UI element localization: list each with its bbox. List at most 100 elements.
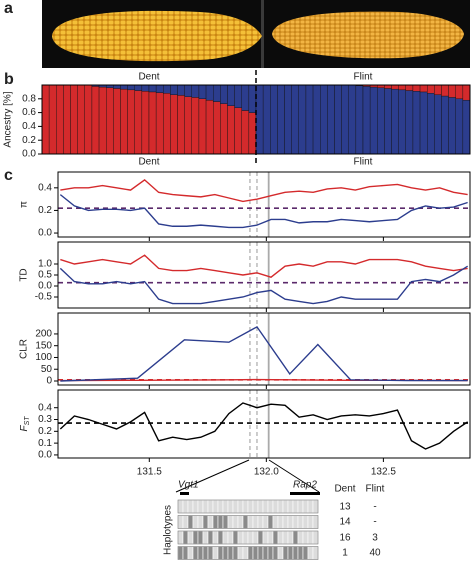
haplotype-row — [177, 530, 319, 545]
bar-segment — [84, 84, 93, 155]
haplotype-cell — [197, 530, 204, 545]
column-header: Dent — [334, 484, 355, 495]
line-series — [60, 179, 468, 203]
bar-segment — [270, 84, 278, 155]
column-header: Flint — [366, 484, 385, 495]
haplotype-cell — [242, 546, 249, 560]
count: 16 — [339, 533, 351, 544]
bar-segment — [241, 110, 250, 155]
y-tick-label: 0.6 — [22, 107, 36, 118]
haplotypes-label: Haplotypes — [163, 505, 174, 555]
haplotype-cell — [277, 530, 284, 545]
bar-segment — [205, 84, 214, 101]
bar-segment — [455, 98, 464, 155]
haplotype-cell — [262, 546, 269, 560]
haplotype-cell — [192, 530, 199, 545]
bar-segment — [305, 84, 314, 155]
zoom-line — [268, 459, 320, 493]
bar-segment — [355, 85, 364, 155]
bar-segment — [448, 84, 456, 98]
bar-segment — [134, 90, 143, 155]
haplotype-cell — [182, 499, 189, 514]
haplotype-cell — [247, 530, 254, 545]
bar-segment — [341, 84, 349, 155]
haplotype-cell — [302, 499, 309, 514]
haplotype-cell — [222, 530, 229, 545]
haplotype-cell — [182, 530, 189, 545]
y-axis-title-main: F — [19, 425, 30, 432]
haplotype-cell — [232, 499, 239, 514]
bar-segment — [312, 84, 321, 155]
haplotype-cell — [267, 515, 274, 529]
bar-segment — [462, 99, 471, 155]
haplotype-cell — [287, 530, 294, 545]
corn-photos — [42, 0, 470, 68]
haplotype-cell — [267, 546, 274, 560]
haplotype-row — [177, 499, 319, 514]
haplotype-grid — [177, 499, 319, 560]
haplotype-cell — [217, 515, 224, 529]
haplotype-cell — [232, 546, 239, 560]
bar-segment — [327, 84, 335, 155]
x-tick-label: 132.5 — [371, 467, 396, 478]
bar-segment — [405, 84, 414, 91]
y-tick-label: 50 — [41, 364, 53, 375]
bar-segment — [155, 92, 164, 155]
y-tick-label: 0.0 — [38, 450, 52, 461]
bar-segment — [148, 91, 157, 155]
bar-segment — [184, 84, 193, 97]
haplotype-cell — [282, 515, 289, 529]
haplotype-cell — [267, 499, 274, 514]
haplotype-cell — [262, 499, 269, 514]
haplotype-cell — [312, 499, 319, 514]
bar-segment — [177, 84, 185, 96]
haplotype-cell — [272, 499, 279, 514]
bar-segment — [205, 99, 214, 155]
bar-segment — [155, 84, 164, 93]
y-tick-label: 0.0 — [38, 228, 52, 239]
bar-segment — [127, 89, 135, 155]
haplotype-cell — [207, 530, 214, 545]
bar-segment — [113, 84, 121, 89]
haplotype-cell — [227, 546, 234, 560]
y-tick-label: 0.5 — [38, 270, 52, 281]
haplotype-cell — [222, 546, 229, 560]
bar-segment — [105, 87, 114, 155]
haplotype-cell — [302, 546, 309, 560]
bar-segment — [184, 96, 193, 155]
haplotype-cell — [307, 546, 314, 560]
haplotype-cell — [217, 530, 224, 545]
bar-segment — [48, 84, 57, 155]
haplotype-cell — [297, 546, 304, 560]
haplotype-cell — [182, 515, 189, 529]
haplotype-cell — [197, 515, 204, 529]
bar-segment — [227, 105, 235, 155]
haplotype-cell — [202, 546, 209, 560]
haplotype-cell — [237, 515, 244, 529]
count: 1 — [342, 548, 348, 559]
haplotype-cell — [257, 530, 264, 545]
bar-segment — [241, 84, 250, 111]
y-tick-label: 0.0 — [38, 281, 52, 292]
haplotype-cell — [307, 530, 314, 545]
haplotype-cell — [247, 499, 254, 514]
haplotype-cell — [277, 546, 284, 560]
bar-segment — [198, 98, 207, 155]
haplotype-cell — [202, 530, 209, 545]
bar-segment — [98, 86, 107, 155]
haplotype-cell — [262, 530, 269, 545]
haplotype-cell — [187, 515, 194, 529]
haplotype-cell — [222, 515, 229, 529]
haplotype-cell — [212, 515, 219, 529]
haplotype-cell — [192, 499, 199, 514]
count: 13 — [339, 502, 351, 513]
haplotype-cell — [187, 499, 194, 514]
haplotype-cell — [312, 530, 319, 545]
haplotype-cell — [267, 530, 274, 545]
bar-segment — [234, 107, 242, 155]
count: 3 — [372, 533, 378, 544]
group-label: Flint — [354, 72, 373, 83]
bar-segment — [77, 84, 85, 155]
haplotype-cell — [252, 499, 259, 514]
bar-segment — [284, 84, 292, 155]
